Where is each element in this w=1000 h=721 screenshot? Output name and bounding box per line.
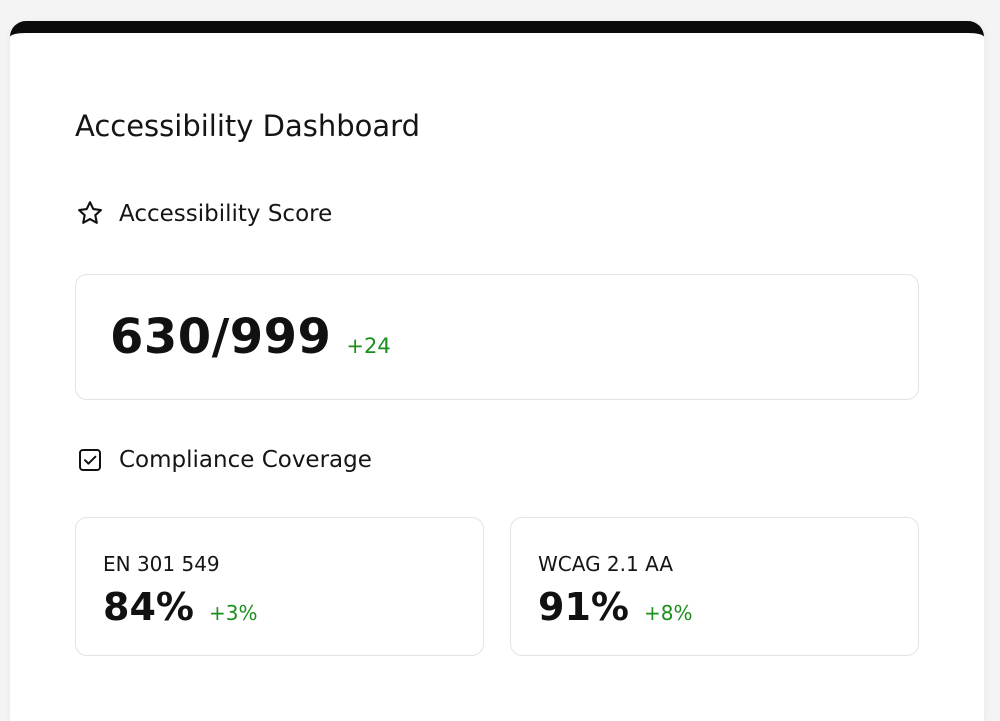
- page-title: Accessibility Dashboard: [75, 109, 420, 143]
- star-icon: [75, 199, 105, 229]
- coverage-label: EN 301 549: [103, 552, 220, 576]
- checkbox-icon: [75, 445, 105, 475]
- dashboard-card: Accessibility Dashboard Accessibility Sc…: [10, 21, 984, 721]
- coverage-value: 84%: [103, 585, 194, 629]
- coverage-value-row: 91% +8%: [538, 588, 692, 626]
- coverage-delta: +8%: [643, 601, 693, 625]
- compliance-coverage-heading-label: Compliance Coverage: [119, 447, 372, 473]
- accessibility-score-delta: +24: [346, 334, 391, 358]
- accessibility-score-value-row: 630/999 +24: [110, 313, 391, 361]
- accessibility-score-panel: 630/999 +24: [75, 274, 919, 400]
- accessibility-score-heading: Accessibility Score: [75, 199, 332, 229]
- coverage-card-wcag-2-1-aa: WCAG 2.1 AA 91% +8%: [510, 517, 919, 656]
- compliance-coverage-heading: Compliance Coverage: [75, 445, 372, 475]
- accessibility-score-heading-label: Accessibility Score: [119, 201, 333, 227]
- accessibility-score-value: 630/999: [110, 309, 332, 365]
- coverage-value: 91%: [538, 585, 629, 629]
- coverage-value-row: 84% +3%: [103, 588, 257, 626]
- coverage-card-en-301-549: EN 301 549 84% +3%: [75, 517, 484, 656]
- coverage-label: WCAG 2.1 AA: [538, 552, 674, 576]
- coverage-delta: +3%: [208, 601, 258, 625]
